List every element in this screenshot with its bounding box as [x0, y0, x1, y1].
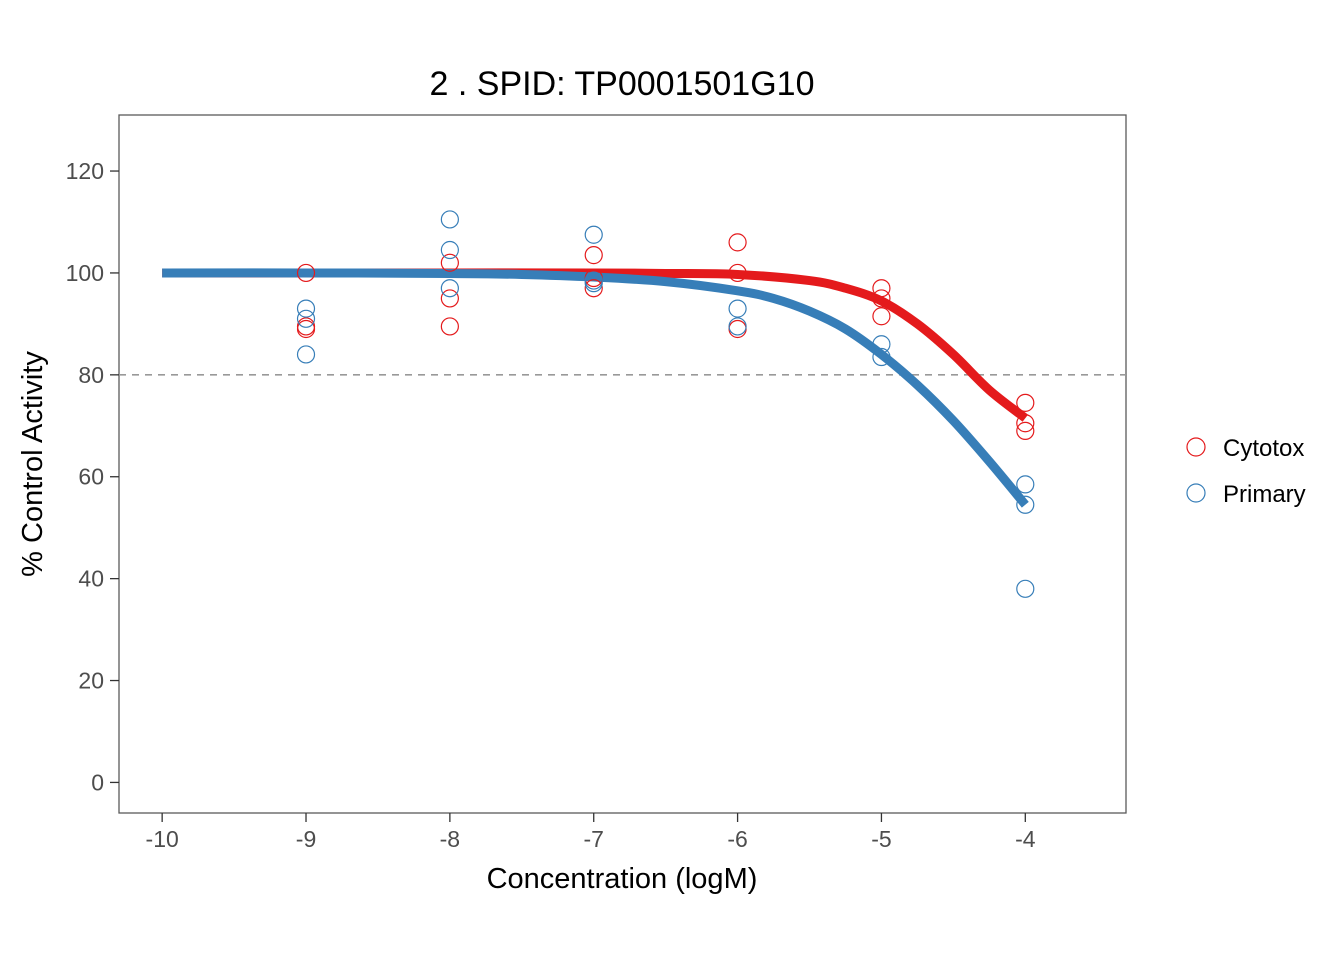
legend: Cytotox Primary [1186, 435, 1306, 508]
data-point-primary [440, 279, 459, 298]
x-tick-label: -4 [1015, 826, 1036, 852]
data-point-primary [1016, 475, 1035, 494]
data-point-primary [1016, 495, 1035, 514]
data-point-primary [440, 240, 459, 260]
data-point-cytotox [584, 279, 603, 298]
data-point-cytotox [872, 279, 891, 298]
data-point-cytotox [728, 233, 747, 252]
data-point-primary [728, 317, 747, 336]
legend-key-cytotox [1186, 437, 1206, 457]
y-tick-label: 100 [66, 260, 104, 286]
data-point-primary [584, 274, 603, 293]
data-point-cytotox [872, 289, 891, 308]
x-axis-label: Concentration (logM) [487, 863, 758, 895]
x-tick-label: -9 [296, 826, 316, 852]
chart-title: 2 . SPID: TP0001501G10 [430, 65, 815, 103]
legend-label-cytotox: Cytotox [1223, 435, 1304, 462]
plot-area: -10 -9 -8 -7 -6 -5 -4 0 20 40 60 80 100 120 [66, 114, 1127, 852]
y-tick-label: 80 [78, 362, 104, 388]
data-point-primary [872, 347, 891, 367]
data-point-primary [296, 299, 316, 318]
data-point-primary [728, 299, 747, 318]
data-point-cytotox [296, 263, 316, 283]
x-tick-label: -7 [584, 826, 604, 852]
data-point-primary [440, 210, 459, 229]
data-point-cytotox [584, 246, 603, 265]
data-point-primary [296, 309, 316, 328]
x-tick-label: -10 [146, 826, 179, 852]
data-point-primary [296, 345, 316, 364]
data-point-cytotox [1016, 393, 1035, 412]
y-tick-label: 20 [78, 668, 104, 694]
legend-key-primary [1186, 483, 1206, 503]
y-tick-label: 60 [78, 464, 104, 490]
data-point-cytotox [440, 317, 459, 336]
y-axis-label: % Control Activity [17, 351, 49, 577]
data-point-cytotox [440, 289, 459, 308]
data-point-cytotox [296, 317, 316, 336]
x-tick-label: -5 [871, 826, 891, 852]
data-point-cytotox [1016, 421, 1035, 440]
y-tick-label: 40 [78, 566, 104, 592]
y-tick-label: 120 [66, 158, 104, 184]
legend-label-primary: Primary [1223, 481, 1306, 508]
data-point-cytotox [440, 253, 459, 272]
data-point-cytotox [1016, 414, 1035, 433]
data-point-cytotox [872, 307, 891, 326]
y-tick-label: 0 [91, 769, 104, 795]
data-point-primary [1016, 579, 1035, 598]
fit-curve-cytotox [162, 268, 1029, 422]
x-tick-label: -6 [727, 826, 747, 852]
x-tick-label: -8 [440, 826, 460, 852]
data-point-cytotox [728, 263, 747, 283]
fit-curve-primary [162, 268, 1029, 508]
data-point-primary [584, 225, 603, 244]
data-point-primary [872, 335, 891, 354]
plot-panel-border [118, 114, 1127, 814]
